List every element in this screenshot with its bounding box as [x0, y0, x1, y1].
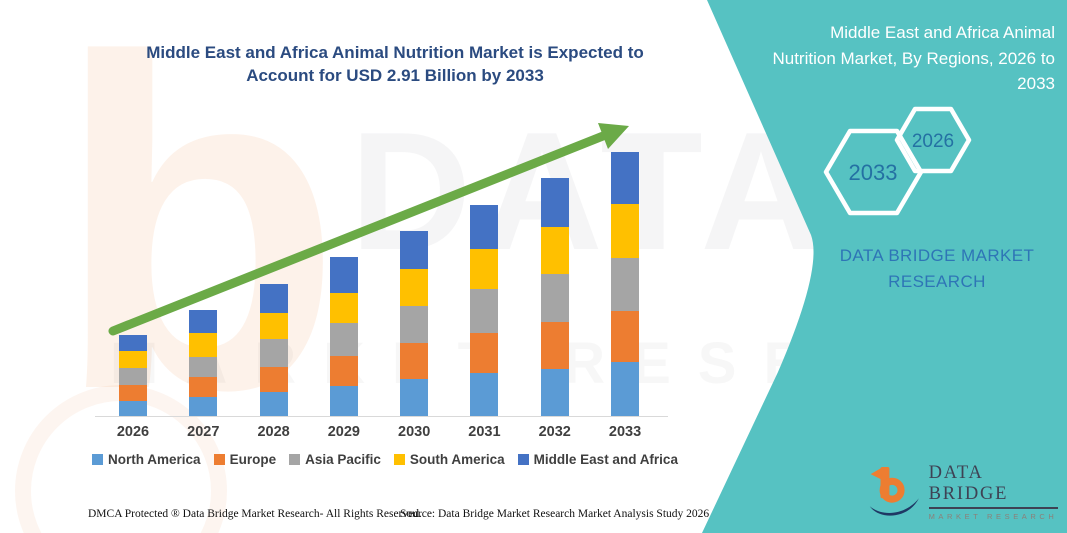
brand-line1: DATA BRIDGE MARKET [839, 246, 1035, 265]
source-note: Source: Data Bridge Market Research Mark… [400, 508, 710, 520]
hexagon-2033-label: 2033 [849, 160, 898, 185]
bar-segment-2027-asia-pacific [189, 357, 218, 377]
legend-item-middle-east-and-africa: Middle East and Africa [517, 452, 678, 467]
legend-swatch-icon [393, 454, 405, 465]
hexagon-2026-label: 2026 [912, 131, 954, 152]
bar-segment-2032-asia-pacific [540, 273, 569, 322]
legend-item-north-america: North America [92, 452, 201, 467]
legend-label: South America [409, 452, 505, 467]
bar-segment-2028-north-america [259, 392, 288, 416]
bar-segment-2032-middle-east-and-africa [540, 178, 569, 228]
brand-line2: RESEARCH [888, 272, 986, 292]
company-logo: DATA BRIDGE MARKET RESEARCH [868, 463, 1058, 521]
logo-subtext: MARKET RESEARCH [928, 512, 1058, 521]
bar-segment-2033-south-america [611, 203, 640, 259]
bar-segment-2032-europe [540, 321, 569, 369]
data-bridge-b-icon [869, 466, 919, 516]
chart-title-line1: Middle East and Africa Animal Nutrition … [146, 43, 644, 62]
brand-name-text: DATA BRIDGE MARKET RESEARCH [812, 243, 1062, 296]
legend-item-south-america: South America [393, 452, 505, 467]
bar-segment-2029-south-america [329, 292, 358, 323]
bar-segment-2026-north-america [119, 400, 147, 416]
logo-name: DATA BRIDGE [928, 463, 1058, 509]
bar-segment-2029-middle-east-and-africa [329, 257, 358, 293]
legend-label: Asia Pacific [305, 452, 381, 467]
x-axis-label-2030: 2030 [398, 424, 431, 440]
bar-segment-2031-europe [470, 332, 499, 374]
legend-swatch-icon [517, 454, 529, 465]
bar-segment-2031-middle-east-and-africa [470, 204, 499, 250]
legend-item-asia-pacific: Asia Pacific [289, 452, 381, 467]
bar-segment-2030-asia-pacific [400, 306, 429, 343]
bar-segment-2028-middle-east-and-africa [259, 283, 288, 313]
bar-segment-2026-asia-pacific [119, 367, 147, 386]
x-axis-label-2028: 2028 [257, 424, 290, 440]
chart-title: Middle East and Africa Animal Nutrition … [95, 42, 695, 88]
bar-segment-2032-south-america [540, 227, 569, 274]
sidebar-title: Middle East and Africa Animal Nutrition … [772, 23, 1055, 93]
bar-segment-2026-middle-east-and-africa [119, 335, 147, 351]
x-axis-label-2029: 2029 [327, 424, 360, 440]
bar-segment-2029-asia-pacific [329, 322, 358, 357]
bar-segment-2030-europe [400, 342, 429, 379]
chart-title-line2: Account for USD 2.91 Billion by 2033 [246, 65, 544, 85]
bar-segment-2027-south-america [189, 333, 218, 358]
legend-swatch-icon [92, 454, 104, 465]
bar-segment-2033-middle-east-and-africa [611, 152, 640, 204]
x-axis-label-2031: 2031 [468, 424, 501, 440]
x-axis-label-2027: 2027 [187, 424, 220, 440]
logo-text: DATA BRIDGE MARKET RESEARCH [928, 463, 1058, 521]
bar-segment-2030-south-america [400, 269, 429, 307]
bar-segment-2028-south-america [259, 312, 288, 339]
bar-segment-2026-south-america [119, 350, 147, 368]
bar-segment-2031-asia-pacific [470, 289, 499, 333]
bar-segment-2029-north-america [329, 386, 358, 416]
bar-segment-2027-north-america [189, 396, 218, 416]
x-axis-label-2026: 2026 [116, 424, 150, 440]
legend-label: North America [108, 452, 201, 467]
bar-segment-2031-north-america [470, 373, 499, 416]
bar-segment-2026-europe [119, 385, 147, 401]
bar-segment-2031-south-america [470, 249, 499, 290]
legend-label: Middle East and Africa [533, 452, 678, 467]
legend-item-europe: Europe [213, 452, 277, 467]
bar-segment-2033-asia-pacific [611, 258, 640, 311]
x-axis-line [95, 416, 668, 417]
bar-segment-2033-europe [611, 310, 640, 363]
bar-segment-2033-north-america [611, 362, 640, 416]
bar-segment-2027-europe [189, 376, 218, 397]
bar-segment-2028-europe [259, 367, 288, 393]
bar-segment-2032-north-america [540, 368, 569, 416]
legend-swatch-icon [289, 454, 301, 465]
bar-segment-2030-middle-east-and-africa [400, 230, 429, 270]
x-axis-label-2032: 2032 [538, 424, 571, 440]
bar-segment-2028-asia-pacific [259, 338, 288, 367]
hexagon-years-graphic: 2026 2033 [823, 106, 972, 216]
legend-swatch-icon [213, 454, 225, 465]
bar-segment-2030-north-america [400, 378, 429, 416]
legend: North America Europe Asia Pacific South Ame… [85, 452, 685, 467]
bar-segment-2027-middle-east-and-africa [189, 309, 218, 334]
bar-segment-2029-europe [329, 356, 358, 387]
x-axis-label-2033: 2033 [608, 424, 642, 440]
dmca-notice: DMCA Protected ® Data Bridge Market Rese… [88, 508, 422, 520]
legend-label: Europe [229, 452, 277, 467]
